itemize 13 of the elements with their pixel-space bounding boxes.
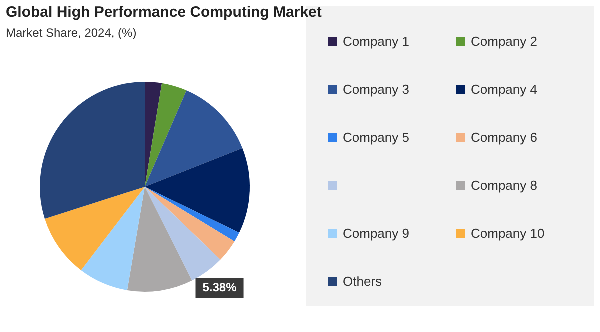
- chart-subtitle: Market Share, 2024, (%): [6, 26, 137, 40]
- legend-label: Company 4: [471, 82, 538, 97]
- legend-label: Company 5: [343, 130, 410, 145]
- chart-title: Global High Performance Computing Market: [6, 4, 322, 21]
- legend-label: Company 1: [343, 34, 410, 49]
- legend-label: Others: [343, 274, 382, 289]
- legend-label: Company 2: [471, 34, 538, 49]
- legend-label: Company 6: [471, 130, 538, 145]
- legend-label: Company 3: [343, 82, 410, 97]
- data-label: 5.38%: [202, 280, 238, 295]
- legend-label: Company 9: [343, 226, 410, 241]
- legend-label: Company 8: [471, 178, 538, 193]
- legend-label: Company 10: [471, 226, 545, 241]
